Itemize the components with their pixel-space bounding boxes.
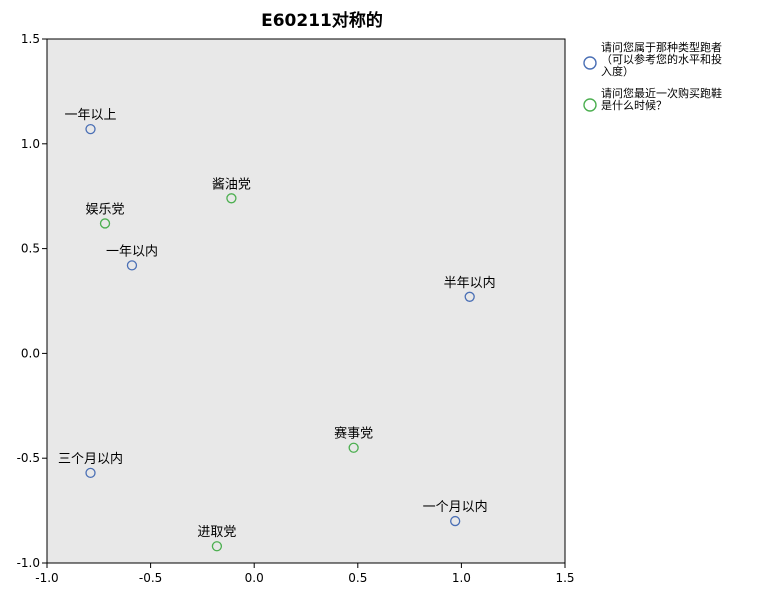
data-point: [348, 442, 359, 453]
legend-marker: [583, 98, 597, 112]
legend-label: 请问您属于那种类型跑者: [601, 40, 722, 54]
data-point-label: 酱油党: [212, 177, 251, 192]
data-point: [464, 291, 475, 302]
legend-label: （可以参考您的水平和投: [601, 52, 722, 66]
legend-label: 请问您最近一次购买跑鞋: [601, 86, 722, 100]
y-tick-label: 1.0: [21, 137, 40, 151]
data-point-label: 三个月以内: [58, 451, 123, 467]
x-tick-label: 1.0: [452, 571, 471, 585]
plot-area: [46, 38, 566, 564]
data-point: [226, 193, 237, 204]
x-tick-label: -0.5: [139, 571, 162, 585]
data-point-label: 一年以上: [65, 108, 117, 123]
data-point: [126, 260, 138, 271]
data-point: [85, 467, 96, 479]
legend-marker: [583, 56, 597, 70]
chart-title: E60211对称的: [261, 10, 383, 31]
data-point-label: 娱乐党: [86, 202, 125, 217]
data-point-label: 半年以内: [444, 275, 496, 291]
legend-label: 是什么时候？: [601, 98, 667, 112]
data-point: [211, 541, 223, 552]
data-point: [99, 218, 111, 229]
legend-label: 入度）: [601, 64, 634, 78]
x-tick-label: 1.5: [555, 571, 574, 585]
x-tick-label: 0.5: [348, 571, 367, 585]
y-tick-label: 1.5: [21, 32, 40, 46]
y-tick-label: 0.0: [21, 346, 40, 360]
data-point-label: 一年以内: [106, 243, 158, 259]
data-point: [85, 123, 96, 135]
y-tick-label: -1.0: [17, 556, 40, 570]
data-point-label: 进取党: [197, 525, 236, 540]
data-point-label: 赛事党: [334, 426, 373, 442]
y-tick-label: 0.5: [21, 242, 40, 256]
data-point: [450, 515, 461, 527]
data-point-label: 一个月以内: [423, 499, 488, 515]
x-tick-label: 0.0: [245, 571, 264, 585]
x-tick-label: -1.0: [35, 571, 58, 585]
y-tick-label: -0.5: [17, 451, 40, 465]
